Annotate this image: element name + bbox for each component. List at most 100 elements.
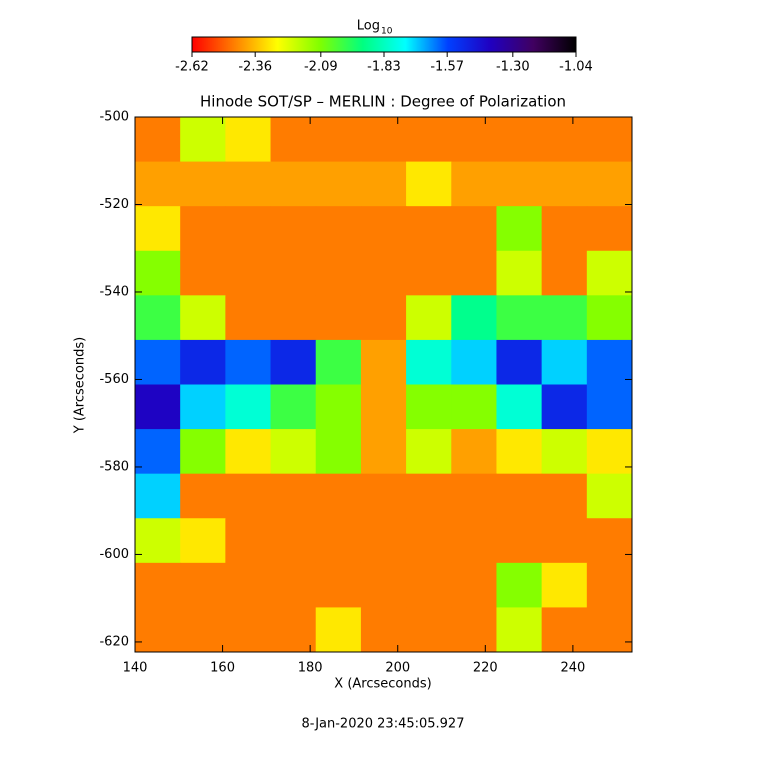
heat-cell [270,607,317,653]
x-tick-label: 160 [210,661,235,676]
y-tick-label: -580 [99,459,129,474]
heat-cell [496,607,543,653]
heat-cell [496,562,543,608]
heat-cell [180,117,226,163]
heat-cell [541,161,588,207]
heat-cell [451,607,497,653]
heat-cell [496,384,543,430]
heat-cell [225,339,272,385]
heat-cell [406,117,452,163]
heat-cell [135,339,181,385]
heat-cell [586,384,633,430]
heat-cell [451,206,497,252]
y-tick-label: -560 [99,372,129,387]
heat-cell [270,518,317,564]
heat-cell [451,384,497,430]
heat-cell [586,117,633,163]
heat-cell [270,473,317,519]
heat-cell [180,161,226,207]
heat-cell [360,473,407,519]
heat-cell [541,295,588,341]
heat-cell [360,161,407,207]
heat-cell [360,206,407,252]
y-tick-label: -620 [99,634,129,649]
heat-cell [586,429,633,475]
colorbar-label: Log [357,19,380,34]
heat-cell [225,117,272,163]
heat-cell [451,562,497,608]
heat-cell [270,206,317,252]
heat-cell [225,250,272,296]
x-tick-label: 180 [298,661,323,676]
x-tick-label: 240 [560,661,585,676]
heat-cell [406,518,452,564]
heat-cell [225,295,272,341]
heat-cell [180,518,226,564]
heat-cell [225,562,272,608]
heat-cell [406,429,452,475]
heat-cell [360,117,407,163]
heat-cell [315,518,362,564]
heat-cell [135,607,181,653]
x-tick-label: 140 [123,661,148,676]
heat-cell [496,473,543,519]
colorbar [191,36,577,53]
heat-cell [225,473,272,519]
heat-cell [541,473,588,519]
heat-cell [315,339,362,385]
heat-cell [586,206,633,252]
heat-cell [496,250,543,296]
y-tick-label: -540 [99,284,129,299]
heat-cell [135,473,181,519]
y-axis-label: Y (Arcseconds) [73,337,88,434]
heat-cell [360,562,407,608]
heat-cell [406,161,452,207]
heat-cell [451,429,497,475]
heat-cell [541,384,588,430]
y-tick-label: -520 [99,197,129,212]
heat-cell [586,518,633,564]
heat-cell [180,206,226,252]
heat-cell [541,117,588,163]
heat-cell [541,607,588,653]
x-tick-label: 200 [385,661,410,676]
heat-cell [270,117,317,163]
heat-cell [270,384,317,430]
heat-cell [180,384,226,430]
heat-cell [451,250,497,296]
heat-cell [451,161,497,207]
heat-cell [451,473,497,519]
heat-cell [586,250,633,296]
plot-frame [134,116,633,653]
heat-cell [406,339,452,385]
heat-cell [315,429,362,475]
heat-cell [360,250,407,296]
heat-cell [541,429,588,475]
heat-cell [225,518,272,564]
heat-cell [360,339,407,385]
colorbar-tick-label: -2.09 [304,60,338,75]
heat-cell [586,607,633,653]
colorbar-tick-label: -1.83 [367,60,401,75]
heat-cell [406,607,452,653]
footer: 8-Jan-2020 23:45:05.927 [302,717,465,732]
heat-cell [315,607,362,653]
colorbar-tick-label: -1.04 [559,60,593,75]
heat-cell [360,429,407,475]
heat-cell [406,384,452,430]
heat-cell [406,250,452,296]
y-tick-label: -600 [99,547,129,562]
colorbar-tick-label: -2.36 [238,60,272,75]
heat-cell [496,206,543,252]
heat-cell [360,295,407,341]
heat-cell [270,295,317,341]
heat-cell [315,250,362,296]
heat-cell [451,295,497,341]
heat-cell [180,562,226,608]
chart-title: Hinode SOT/SP – MERLIN : Degree of Polar… [200,93,566,111]
heat-cell [541,250,588,296]
heat-cell [315,473,362,519]
heat-cell [406,473,452,519]
heat-cell [180,429,226,475]
